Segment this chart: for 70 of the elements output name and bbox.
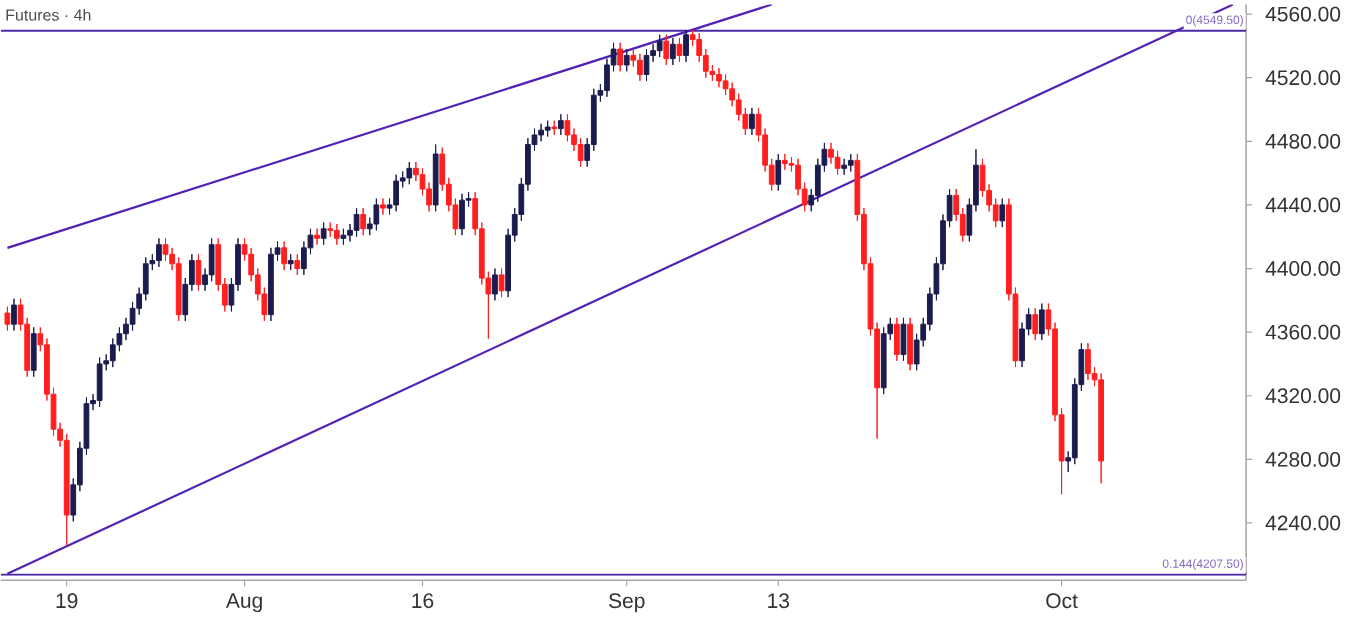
candlestick bbox=[663, 34, 670, 66]
candlestick bbox=[287, 253, 294, 271]
candlestick bbox=[432, 143, 439, 212]
candlestick bbox=[781, 153, 788, 171]
candlestick bbox=[340, 228, 347, 246]
x-tick-label: Sep bbox=[609, 593, 645, 613]
x-tick-label: Aug bbox=[225, 593, 262, 612]
candlestick bbox=[577, 137, 584, 168]
candlestick bbox=[683, 29, 689, 63]
candlestick bbox=[834, 150, 841, 176]
y-tick-label: 4400.00 bbox=[1265, 261, 1341, 276]
candlestick bbox=[4, 306, 11, 331]
candlestick bbox=[1032, 307, 1039, 341]
candlestick bbox=[775, 153, 782, 192]
candlestick bbox=[716, 67, 722, 88]
x-tick-label: 16 bbox=[412, 593, 434, 609]
y-tick-label: 4560.00 bbox=[1265, 6, 1341, 22]
candlestick bbox=[195, 253, 202, 292]
candlestick bbox=[459, 193, 465, 236]
candlestick bbox=[294, 253, 301, 276]
candlestick bbox=[623, 48, 630, 72]
candlestick bbox=[380, 197, 386, 215]
y-tick-label: 4480.00 bbox=[1265, 133, 1341, 149]
candlestick bbox=[749, 107, 755, 136]
candlestick bbox=[373, 197, 380, 231]
candlestick bbox=[907, 317, 913, 371]
candlestick bbox=[999, 197, 1006, 228]
candlestick bbox=[492, 267, 498, 301]
candlestick bbox=[643, 48, 650, 82]
candlestick bbox=[669, 37, 676, 66]
y-tick-label: 4280.00 bbox=[1265, 451, 1341, 467]
x-tick-label: 13 bbox=[768, 593, 790, 609]
y-tick-label: 4520.00 bbox=[1265, 70, 1341, 86]
y-tick-label: 4360.00 bbox=[1265, 324, 1341, 340]
x-tick-label: 19 bbox=[56, 593, 78, 609]
candlestick bbox=[841, 158, 848, 176]
y-tick-label: 4320.00 bbox=[1265, 388, 1341, 404]
candlestick bbox=[1085, 342, 1091, 381]
candlestick bbox=[676, 37, 683, 63]
candlestick bbox=[880, 326, 887, 395]
candlestick bbox=[847, 153, 854, 172]
candlestick bbox=[1098, 372, 1104, 484]
x-tick-label: Oct bbox=[1046, 593, 1078, 609]
candlestick bbox=[637, 53, 643, 82]
candlestick bbox=[175, 256, 182, 322]
candlestick bbox=[393, 174, 399, 212]
candlestick bbox=[656, 34, 663, 58]
y-tick-label: 4440.00 bbox=[1265, 197, 1341, 213]
candlestick bbox=[268, 247, 274, 322]
candlestick bbox=[406, 161, 413, 185]
candlestick bbox=[1038, 302, 1045, 341]
candlestick bbox=[30, 326, 37, 378]
candlestick bbox=[320, 221, 327, 246]
candlestick bbox=[314, 228, 320, 246]
candlestick bbox=[617, 42, 624, 72]
candlestick bbox=[498, 267, 505, 298]
candlestick bbox=[156, 237, 162, 268]
candlestick bbox=[333, 223, 340, 246]
candlestick bbox=[900, 317, 907, 362]
candlestick bbox=[544, 120, 551, 137]
candlestick bbox=[360, 207, 367, 236]
candlestick bbox=[557, 113, 564, 136]
y-tick-label: 4240.00 bbox=[1265, 515, 1341, 531]
candlestick bbox=[327, 221, 334, 238]
candlestick bbox=[894, 317, 900, 362]
candlestick bbox=[11, 298, 17, 331]
candlestick bbox=[551, 120, 558, 136]
candlestick bbox=[353, 207, 360, 238]
candlestick bbox=[281, 240, 287, 271]
candlestick bbox=[96, 356, 103, 408]
